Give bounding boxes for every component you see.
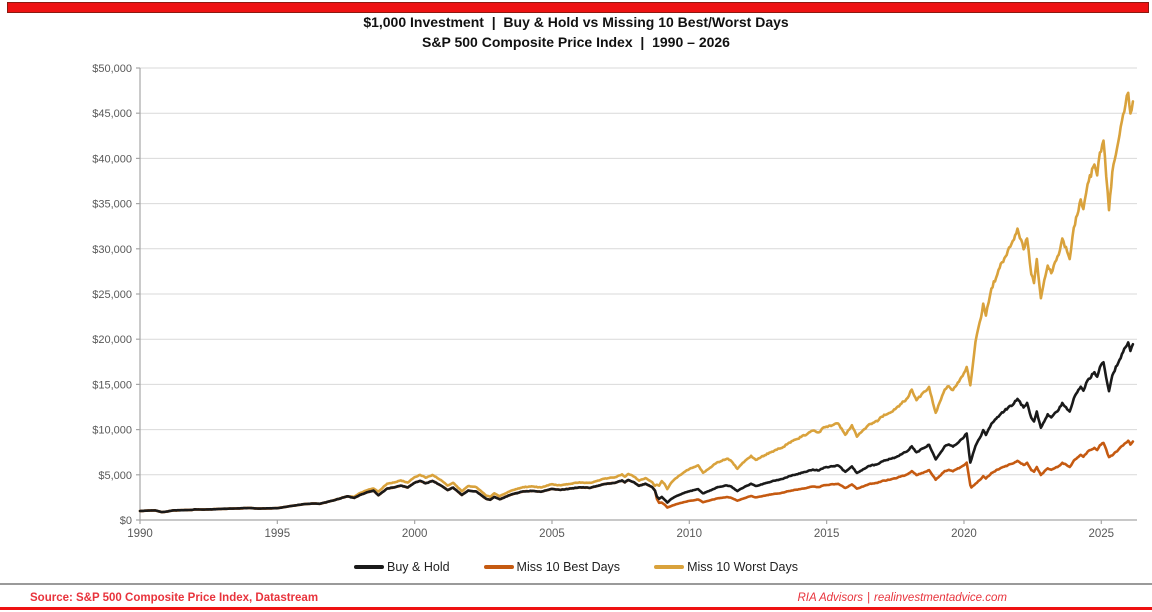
top-accent-bar xyxy=(7,2,1149,13)
svg-text:1995: 1995 xyxy=(265,528,291,540)
site-link[interactable]: realinvestmentadvice.com xyxy=(874,592,1007,604)
svg-text:2005: 2005 xyxy=(539,528,565,540)
svg-text:2015: 2015 xyxy=(814,528,840,540)
brand-link[interactable]: RIA Advisors xyxy=(797,592,864,604)
legend-item-miss-worst: Miss 10 Worst Days xyxy=(654,560,798,574)
svg-text:2025: 2025 xyxy=(1088,528,1114,540)
legend-label-buy-hold: Buy & Hold xyxy=(387,560,450,574)
chart-title-line2: S&P 500 Composite Price Index | 1990 – 2… xyxy=(422,34,730,50)
chart-header: $1,000 Investment | Buy & Hold vs Missin… xyxy=(0,12,1152,52)
chart-legend: Buy & Hold Miss 10 Best Days Miss 10 Wor… xyxy=(0,560,1152,574)
bottom-accent-bar xyxy=(0,607,1152,610)
svg-text:$35,000: $35,000 xyxy=(92,199,132,211)
miss-best-line-swatch xyxy=(483,565,514,569)
legend-item-miss-best: Miss 10 Best Days xyxy=(483,560,621,574)
svg-text:$50,000: $50,000 xyxy=(92,63,132,75)
svg-text:$30,000: $30,000 xyxy=(92,244,132,256)
footer-branding: RIA Advisors | realinvestmentadvice.com xyxy=(793,592,1007,604)
svg-text:$0: $0 xyxy=(120,515,132,527)
svg-text:2010: 2010 xyxy=(677,528,703,540)
legend-item-buy-hold: Buy & Hold xyxy=(354,560,450,574)
legend-label-miss-worst: Miss 10 Worst Days xyxy=(687,560,798,574)
svg-text:$20,000: $20,000 xyxy=(92,334,132,346)
legend-label-miss-best: Miss 10 Best Days xyxy=(516,560,621,574)
footer: Source: S&P 500 Composite Price Index, D… xyxy=(0,583,1152,609)
svg-text:$10,000: $10,000 xyxy=(92,425,132,437)
svg-text:$25,000: $25,000 xyxy=(92,289,132,301)
svg-text:2020: 2020 xyxy=(951,528,977,540)
svg-text:$45,000: $45,000 xyxy=(92,108,132,120)
svg-text:$40,000: $40,000 xyxy=(92,153,132,165)
miss-worst-line-swatch xyxy=(654,565,685,569)
svg-text:$15,000: $15,000 xyxy=(92,379,132,391)
svg-text:$5,000: $5,000 xyxy=(98,470,132,482)
chart-title-line1: $1,000 Investment | Buy & Hold vs Missin… xyxy=(363,14,789,30)
source-note: Source: S&P 500 Composite Price Index, D… xyxy=(30,592,319,604)
buy-hold-line-swatch xyxy=(354,565,385,569)
footer-divider: | xyxy=(867,592,871,604)
svg-text:2000: 2000 xyxy=(402,528,428,540)
svg-text:1990: 1990 xyxy=(127,528,153,540)
